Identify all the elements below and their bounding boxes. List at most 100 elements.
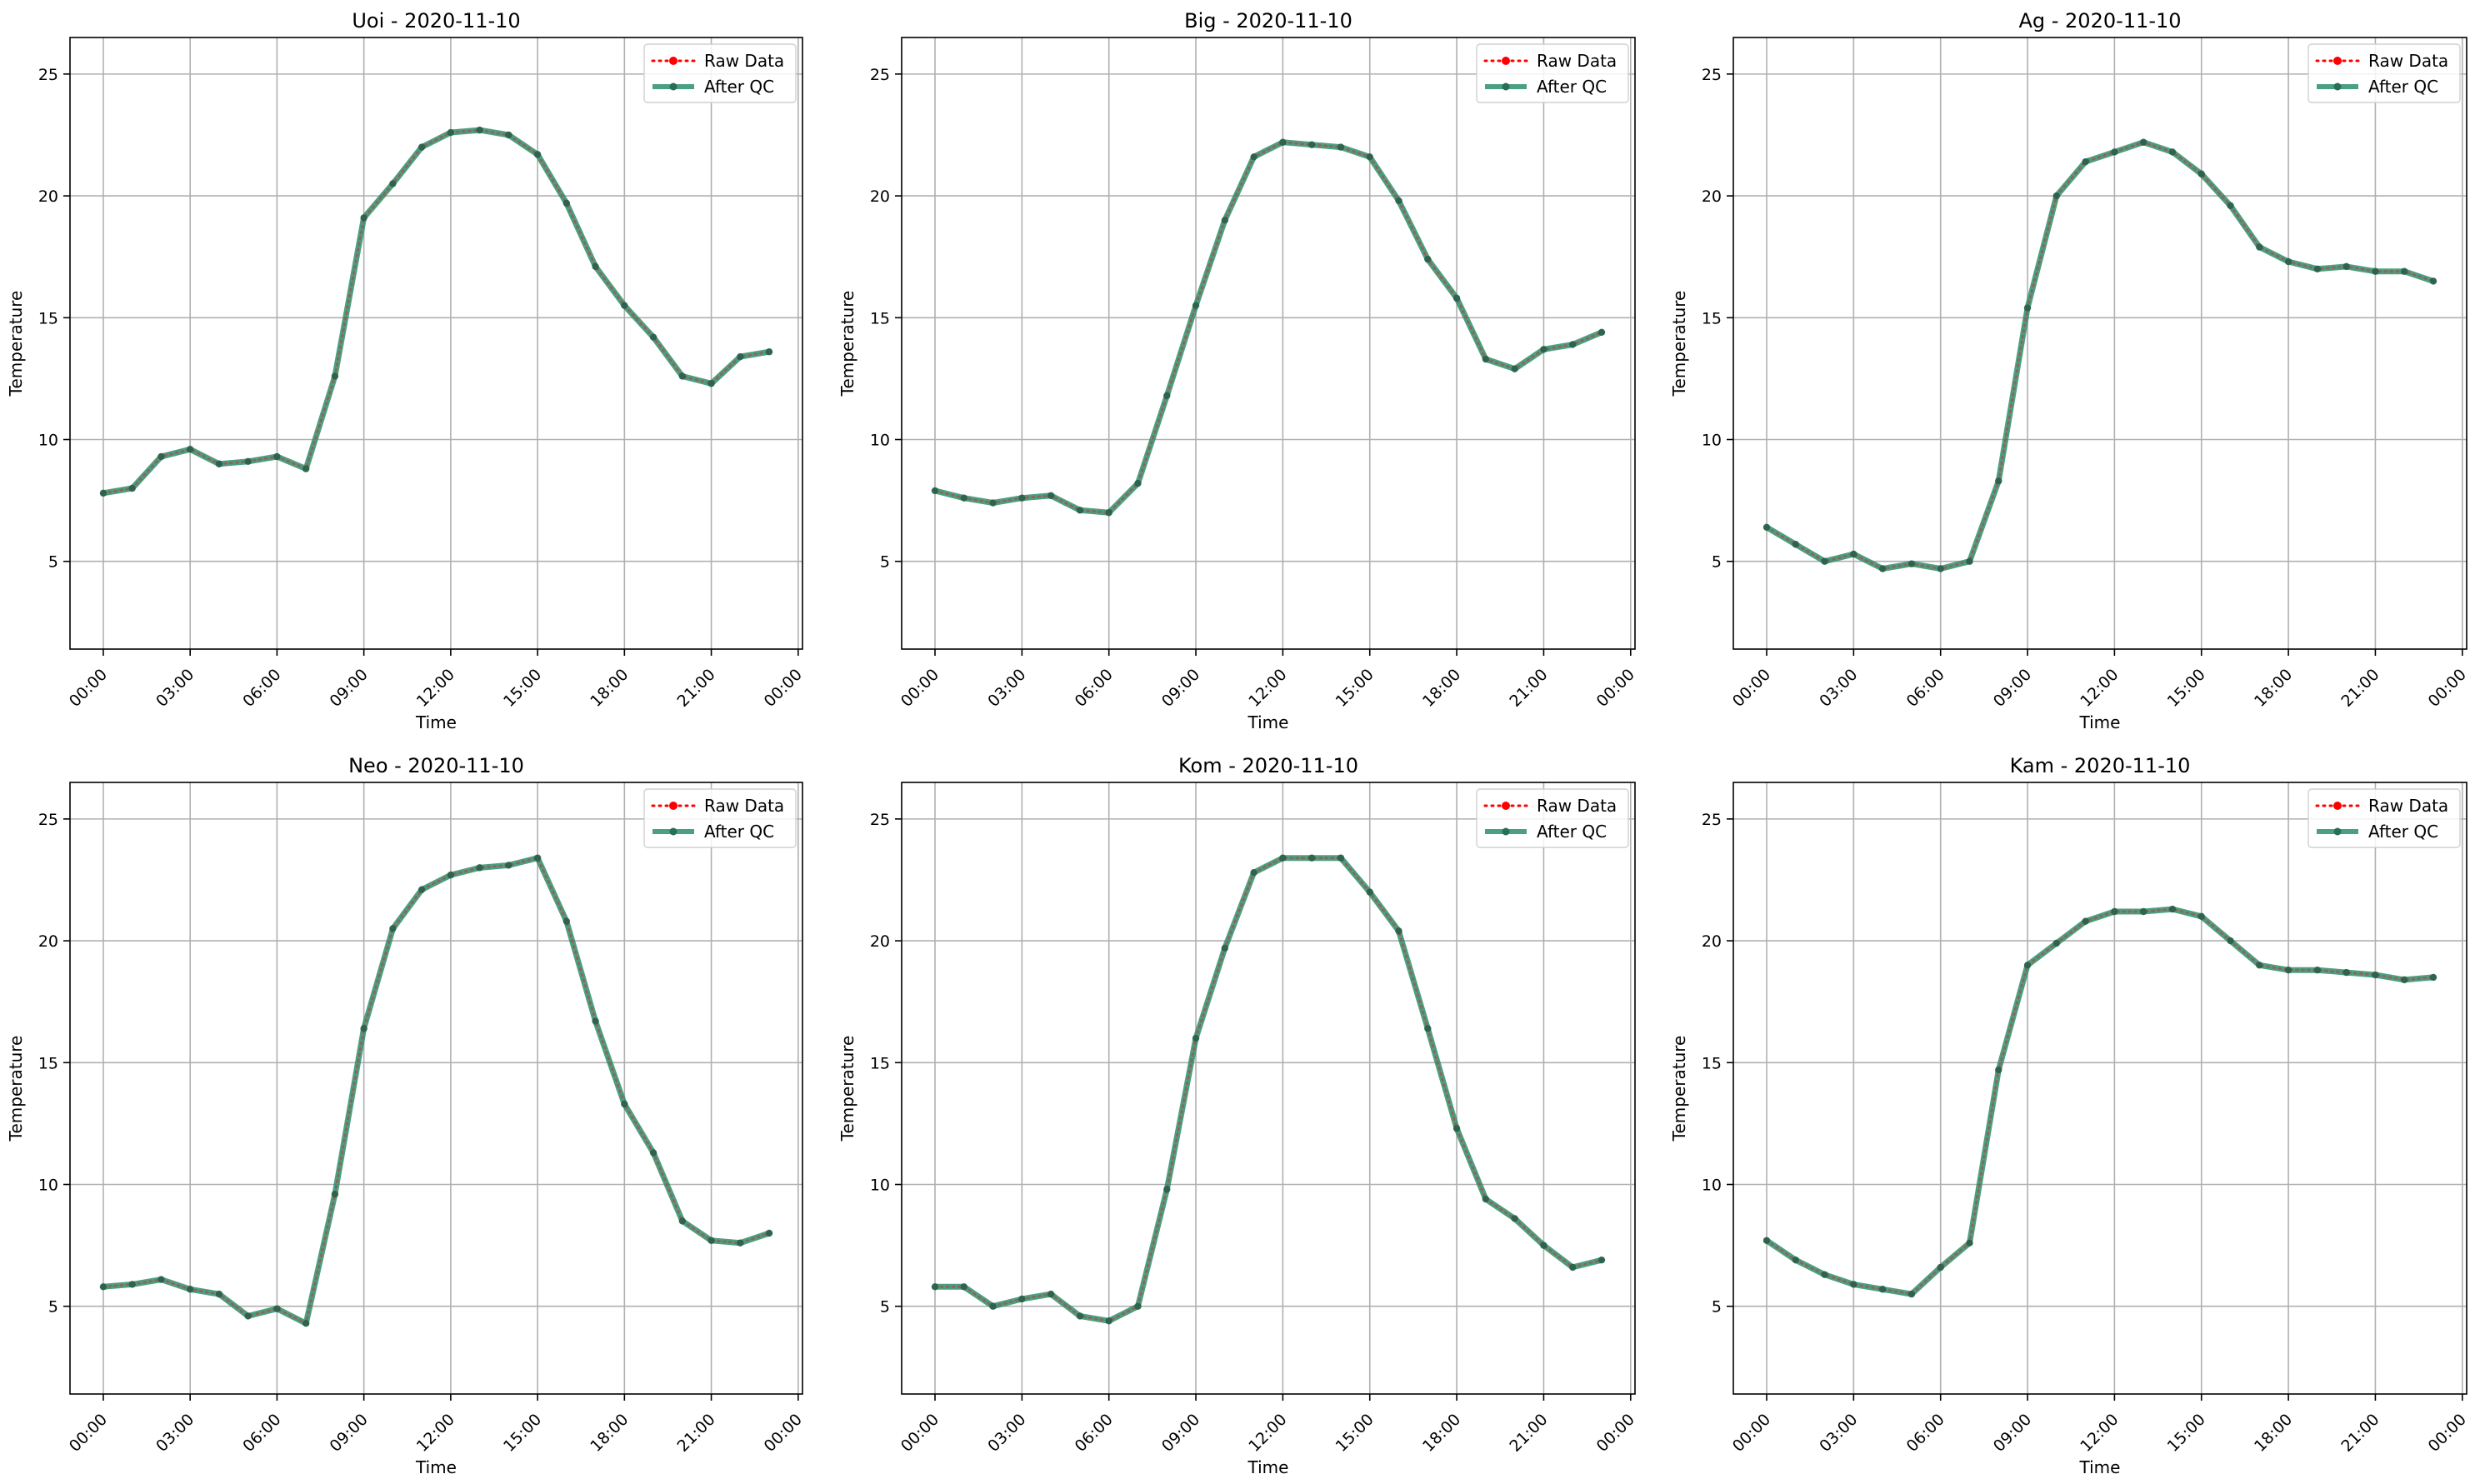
data-point <box>128 1281 136 1288</box>
y-tick-label: 10 <box>870 432 890 450</box>
legend: Raw Data After QC <box>2308 788 2461 848</box>
subplot-1: 00:00 03:00 06:00 09:00 12:00 15:00 18:00 21:00… <box>6 9 806 732</box>
legend-label-raw-data: Raw Data <box>2368 51 2448 71</box>
data-point <box>505 131 512 139</box>
data-point <box>2401 267 2408 275</box>
data-point <box>1792 1256 1799 1264</box>
y-tick-label: 20 <box>1702 187 1722 206</box>
grid <box>1733 782 2467 1394</box>
subplot-5: 00:00 03:00 06:00 09:00 12:00 15:00 18:00 21:00… <box>838 754 1638 1477</box>
series-line-raw-data <box>102 856 771 1326</box>
legend-label-raw-data: Raw Data <box>1537 796 1617 816</box>
data-point <box>1511 1215 1518 1222</box>
subplot-title: Kam - 2020-11-10 <box>2010 754 2191 777</box>
data-point <box>2313 966 2322 974</box>
data-point <box>1221 944 1229 952</box>
data-point <box>1163 1186 1171 1193</box>
x-tick-label: 03:00 <box>984 1411 1029 1456</box>
plot-area <box>70 782 802 1394</box>
grid <box>70 782 802 1394</box>
y-tick-label: 20 <box>1702 932 1722 951</box>
x-tick-label: 06:00 <box>1072 666 1117 711</box>
y-tick-label: 20 <box>38 187 58 206</box>
series-line-raw-data <box>933 141 1603 514</box>
y-tick-label: 15 <box>870 1054 890 1072</box>
x-axis-label: Time <box>1248 712 1289 732</box>
data-point <box>1995 1066 2002 1074</box>
data-point <box>1482 1195 1490 1203</box>
legend-marker-raw-data <box>1502 802 1510 810</box>
data-point <box>2082 157 2089 166</box>
data-point <box>533 151 542 158</box>
data-point <box>1850 550 1858 558</box>
x-tick-label: 21:00 <box>1506 1411 1551 1456</box>
data-point <box>273 1305 281 1312</box>
data-point <box>1279 854 1287 862</box>
series-line-raw-data <box>1765 141 2435 571</box>
y-tick-label: 5 <box>880 553 890 572</box>
data-point <box>2082 917 2089 925</box>
data-point <box>1452 1125 1461 1132</box>
y-axis-label: Temperature <box>6 1036 26 1142</box>
y-axis-label: Temperature <box>838 291 858 397</box>
x-tick-label: 09:00 <box>1990 1411 2035 1456</box>
legend: Raw Data After QC <box>1476 43 1629 103</box>
legend: Raw Data After QC <box>643 788 797 848</box>
data-point <box>389 925 397 932</box>
data-point <box>1966 557 1973 565</box>
x-tick-label: 09:00 <box>1158 666 1203 711</box>
data-point <box>360 214 368 222</box>
x-tick-label: 03:00 <box>984 666 1029 711</box>
data-point <box>2401 976 2408 984</box>
data-point <box>592 262 599 271</box>
data-point <box>360 1025 368 1032</box>
y-axis: 5 10 15 20 25 <box>38 811 70 1317</box>
data-point <box>562 917 571 925</box>
x-tick-label: 00:00 <box>2425 666 2470 711</box>
x-tick-label: 09:00 <box>1158 1411 1203 1456</box>
axes-frame <box>1732 782 2468 1395</box>
data-point <box>592 1017 599 1025</box>
data-point <box>1598 1256 1606 1264</box>
legend: Raw Data After QC <box>643 43 797 103</box>
x-tick-label: 15:00 <box>1332 666 1378 711</box>
data-point <box>1966 1239 1973 1247</box>
data-point <box>1540 1242 1548 1249</box>
data-point <box>215 460 223 467</box>
y-tick-label: 5 <box>48 553 58 572</box>
y-axis-label: Temperature <box>1669 291 1689 397</box>
x-axis-label: Time <box>415 712 457 732</box>
series-raw-data <box>99 854 773 1327</box>
y-tick-label: 15 <box>1702 1054 1722 1072</box>
x-tick-label: 15:00 <box>500 666 545 711</box>
data-point <box>1163 392 1171 400</box>
y-tick-label: 20 <box>870 932 890 951</box>
data-point <box>1937 1263 1944 1272</box>
data-point <box>649 333 658 341</box>
data-point <box>505 862 512 869</box>
data-point <box>1250 153 1258 161</box>
x-axis: 00:00 03:00 06:00 09:00 12:00 15:00 18:00 21:00… <box>66 1394 806 1456</box>
data-point <box>960 494 968 502</box>
legend-marker-after-qc <box>1502 827 1510 836</box>
data-point <box>2429 277 2438 285</box>
subplot-title: Uoi - 2020-11-10 <box>352 9 520 32</box>
data-point <box>302 1319 310 1327</box>
data-point <box>765 348 773 356</box>
x-axis-label: Time <box>415 1457 457 1477</box>
legend-marker-raw-data <box>669 57 678 65</box>
data-point <box>2168 148 2177 156</box>
subplot-4: 00:00 03:00 06:00 09:00 12:00 15:00 18:00 21:00… <box>6 754 806 1477</box>
x-tick-label: 00:00 <box>761 1411 806 1456</box>
plot-area <box>70 37 802 649</box>
data-point <box>2284 257 2292 266</box>
data-point <box>418 143 426 151</box>
x-axis: 00:00 03:00 06:00 09:00 12:00 15:00 18:00 21:00… <box>898 649 1638 711</box>
x-axis-label: Time <box>2079 1457 2121 1477</box>
x-axis: 00:00 03:00 06:00 09:00 12:00 15:00 18:00 21:00… <box>1729 649 2470 711</box>
series-raw-data <box>931 138 1606 517</box>
x-tick-label: 00:00 <box>66 666 111 711</box>
x-tick-label: 09:00 <box>327 1411 372 1456</box>
subplot-3: 00:00 03:00 06:00 09:00 12:00 15:00 18:00 21:00… <box>1669 9 2470 732</box>
